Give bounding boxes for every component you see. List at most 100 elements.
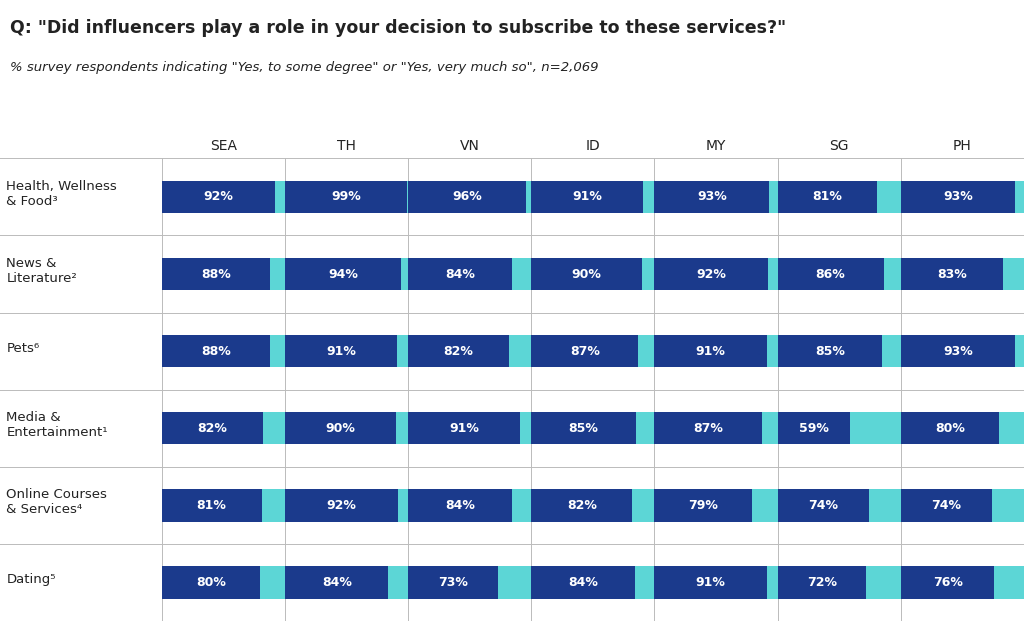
Text: Health, Wellness
& Food³: Health, Wellness & Food³ xyxy=(6,180,117,208)
Text: MY: MY xyxy=(706,138,726,153)
Text: 91%: 91% xyxy=(572,191,602,204)
Bar xyxy=(777,181,901,213)
Bar xyxy=(654,258,768,290)
Bar xyxy=(531,335,639,367)
Bar xyxy=(777,489,868,522)
Text: 96%: 96% xyxy=(453,191,482,204)
Bar xyxy=(531,489,632,522)
Text: 91%: 91% xyxy=(695,576,725,589)
Bar xyxy=(654,489,777,522)
Bar xyxy=(654,258,777,290)
Bar xyxy=(654,335,777,367)
Bar xyxy=(162,258,270,290)
Text: 79%: 79% xyxy=(688,499,718,512)
Bar xyxy=(531,335,654,367)
Bar xyxy=(901,258,1024,290)
Text: 80%: 80% xyxy=(935,422,965,435)
Bar xyxy=(285,258,409,290)
Text: 87%: 87% xyxy=(570,345,600,358)
Bar xyxy=(901,258,1004,290)
Text: 93%: 93% xyxy=(697,191,727,204)
Bar xyxy=(901,335,1016,367)
Text: 84%: 84% xyxy=(568,576,598,589)
Bar xyxy=(285,335,409,367)
Bar xyxy=(162,181,275,213)
Text: SG: SG xyxy=(829,138,849,153)
Bar xyxy=(654,489,752,522)
Text: 73%: 73% xyxy=(438,576,468,589)
Bar xyxy=(409,412,531,445)
Text: 90%: 90% xyxy=(571,268,602,281)
Text: TH: TH xyxy=(337,138,356,153)
Text: 99%: 99% xyxy=(331,191,360,204)
Bar xyxy=(901,566,994,599)
Text: 80%: 80% xyxy=(197,576,226,589)
Bar xyxy=(162,489,261,522)
Text: 85%: 85% xyxy=(815,345,845,358)
Bar xyxy=(777,566,901,599)
Text: VN: VN xyxy=(460,138,479,153)
Text: ID: ID xyxy=(586,138,600,153)
Text: 74%: 74% xyxy=(932,499,962,512)
Bar xyxy=(654,335,767,367)
Text: 91%: 91% xyxy=(326,345,356,358)
Text: 82%: 82% xyxy=(198,422,227,435)
Text: 84%: 84% xyxy=(445,268,475,281)
Bar xyxy=(654,181,777,213)
Bar xyxy=(531,412,654,445)
Bar xyxy=(777,258,901,290)
Bar xyxy=(409,335,531,367)
Bar xyxy=(285,566,409,599)
Text: Media &
Entertainment¹: Media & Entertainment¹ xyxy=(6,411,108,439)
Text: 84%: 84% xyxy=(322,576,351,589)
Bar xyxy=(901,412,999,445)
Text: Pets⁶: Pets⁶ xyxy=(6,342,40,355)
Bar xyxy=(409,181,526,213)
Bar xyxy=(409,258,531,290)
Text: 93%: 93% xyxy=(943,191,973,204)
Text: 88%: 88% xyxy=(201,268,230,281)
Text: 59%: 59% xyxy=(799,422,829,435)
Text: 93%: 93% xyxy=(943,345,973,358)
Text: 90%: 90% xyxy=(326,422,355,435)
Bar xyxy=(285,489,398,522)
Bar xyxy=(777,335,901,367)
Bar xyxy=(409,566,498,599)
Bar xyxy=(162,412,285,445)
Bar xyxy=(777,412,901,445)
Text: 88%: 88% xyxy=(201,345,230,358)
Bar xyxy=(654,181,769,213)
Bar xyxy=(901,489,1024,522)
Text: 91%: 91% xyxy=(450,422,479,435)
Bar xyxy=(901,181,1016,213)
Bar xyxy=(162,566,260,599)
Text: 92%: 92% xyxy=(204,191,233,204)
Text: News &
Literature²: News & Literature² xyxy=(6,257,77,285)
Text: 82%: 82% xyxy=(443,345,473,358)
Bar xyxy=(777,412,850,445)
Bar xyxy=(654,412,777,445)
Bar xyxy=(777,335,883,367)
Bar xyxy=(409,489,531,522)
Bar xyxy=(409,335,509,367)
Bar xyxy=(409,181,531,213)
Bar xyxy=(409,258,512,290)
Text: 92%: 92% xyxy=(327,499,356,512)
Text: 76%: 76% xyxy=(933,576,963,589)
Bar xyxy=(901,335,1024,367)
Text: 83%: 83% xyxy=(937,268,967,281)
Bar xyxy=(162,258,285,290)
Bar xyxy=(777,258,884,290)
Bar xyxy=(531,258,654,290)
Text: SEA: SEA xyxy=(210,138,237,153)
Text: 81%: 81% xyxy=(813,191,843,204)
Bar xyxy=(162,335,270,367)
Bar xyxy=(531,258,642,290)
Bar xyxy=(777,566,866,599)
Text: Q: "Did influencers play a role in your decision to subscribe to these services?: Q: "Did influencers play a role in your … xyxy=(10,19,786,37)
Bar xyxy=(654,566,767,599)
Text: 74%: 74% xyxy=(808,499,839,512)
Text: 84%: 84% xyxy=(445,499,475,512)
Bar xyxy=(285,566,388,599)
Bar xyxy=(901,489,992,522)
